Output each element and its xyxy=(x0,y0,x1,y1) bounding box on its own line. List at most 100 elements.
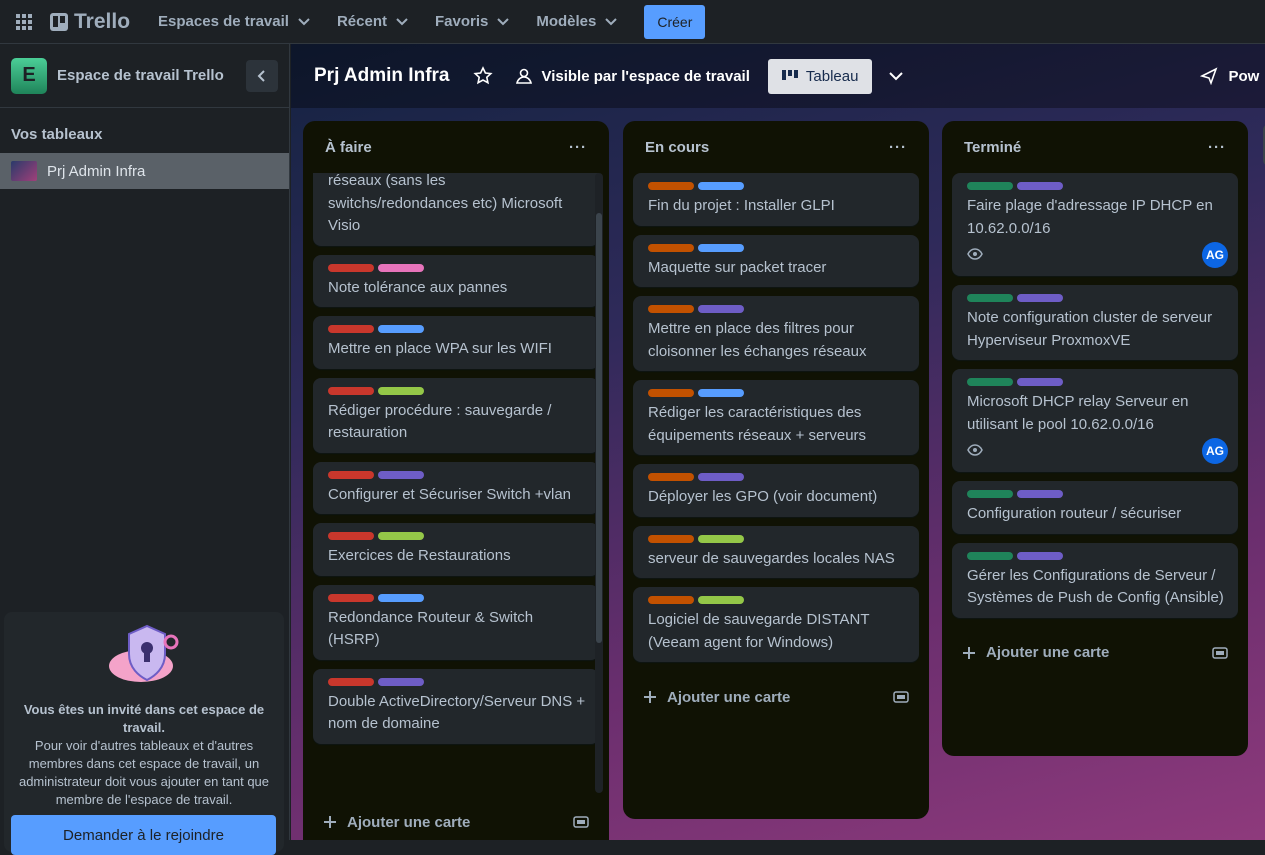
nav-item[interactable]: Modèles xyxy=(536,13,618,30)
label[interactable] xyxy=(698,534,744,543)
label[interactable] xyxy=(328,263,374,272)
view-dropdown[interactable] xyxy=(888,71,904,81)
card[interactable]: Logiciel de sauvegarde DISTANT (Veeam ag… xyxy=(633,587,919,662)
card[interactable]: Gérer les Configurations de Serveur / Sy… xyxy=(952,542,1238,618)
nav-label: Favoris xyxy=(434,13,489,30)
label[interactable] xyxy=(648,596,694,604)
label[interactable] xyxy=(1017,378,1063,386)
label[interactable] xyxy=(648,389,694,397)
join-button[interactable]: Demander à le rejoindre xyxy=(11,815,276,855)
nav-item[interactable]: Récent xyxy=(337,13,409,30)
label[interactable] xyxy=(378,593,424,602)
nav-item[interactable]: Espaces de travail xyxy=(158,13,311,30)
card-title: Redondance Routeur & Switch (HSRP) xyxy=(328,608,534,649)
label[interactable] xyxy=(967,378,1013,386)
label[interactable] xyxy=(648,182,694,190)
list-menu[interactable]: ··· xyxy=(1208,138,1226,156)
card[interactable]: Fin du projet : Installer GLPI xyxy=(633,173,919,226)
label[interactable] xyxy=(698,596,744,604)
card[interactable]: Mettre en place des filtres pour cloison… xyxy=(633,296,919,371)
label[interactable] xyxy=(378,470,424,479)
label[interactable] xyxy=(378,386,424,395)
card[interactable]: Exercices de Restaurations xyxy=(313,523,599,576)
label[interactable] xyxy=(328,532,374,540)
member-avatar[interactable]: AG xyxy=(1202,242,1228,268)
label[interactable] xyxy=(967,294,1013,302)
powerups[interactable]: Pow xyxy=(1228,67,1260,85)
label[interactable] xyxy=(378,532,424,540)
label[interactable] xyxy=(1017,551,1063,560)
label[interactable] xyxy=(648,305,694,313)
member-avatar[interactable]: AG xyxy=(1202,438,1228,464)
label[interactable] xyxy=(698,182,744,190)
card[interactable]: réseaux (sans les switchs/redondances et… xyxy=(313,173,599,246)
list: En cours ··· Fin du projet : Installer GLP… xyxy=(623,121,929,819)
list-menu[interactable]: ··· xyxy=(889,138,907,156)
label[interactable] xyxy=(698,243,744,252)
label[interactable] xyxy=(328,677,374,686)
label[interactable] xyxy=(698,473,744,481)
add-card[interactable]: Ajouter une carte xyxy=(303,796,609,840)
visibility[interactable]: Visible par l'espace de travail xyxy=(541,67,750,85)
list-menu[interactable]: ··· xyxy=(569,138,587,156)
nav-label: Modèles xyxy=(536,13,597,30)
label[interactable] xyxy=(648,473,694,481)
card-title: Configurer et Sécuriser Switch +vlan xyxy=(328,485,572,503)
create-button[interactable]: Créer xyxy=(644,4,706,39)
label[interactable] xyxy=(698,389,744,397)
board-title[interactable]: Prj Admin Infra xyxy=(314,65,450,86)
card[interactable]: Note tolérance aux pannes xyxy=(313,254,599,307)
card-title: Mettre en place des filtres pour cloison… xyxy=(648,320,867,360)
invite-panel: Vous êtes un invité dans cet espace de t… xyxy=(4,612,284,855)
logo[interactable]: Trello xyxy=(50,10,130,34)
label[interactable] xyxy=(648,534,694,543)
card[interactable]: serveur de sauvegardes locales NAS xyxy=(633,525,919,578)
card-title: Faire plage d'adressage IP DHCP en 10.62… xyxy=(967,197,1213,237)
view-switcher[interactable]: Tableau xyxy=(767,58,873,94)
add-card[interactable]: Ajouter une carte xyxy=(942,627,1248,679)
logo-text: Trello xyxy=(74,9,131,33)
board-name: Prj Admin Infra xyxy=(47,162,146,180)
label[interactable] xyxy=(378,263,424,272)
card-labels xyxy=(328,386,587,395)
list-title[interactable]: À faire xyxy=(325,138,372,156)
label[interactable] xyxy=(698,305,744,313)
card[interactable]: Rédiger les caractéristiques des équipem… xyxy=(633,380,919,455)
card[interactable]: Configurer et Sécuriser Switch +vlan xyxy=(313,461,599,514)
label[interactable] xyxy=(967,551,1013,560)
label[interactable] xyxy=(328,470,374,479)
label[interactable] xyxy=(378,677,424,686)
card[interactable]: Note configuration cluster de serveur Hy… xyxy=(952,285,1238,360)
label[interactable] xyxy=(648,243,694,252)
card[interactable]: Redondance Routeur & Switch (HSRP) xyxy=(313,584,599,660)
board-link[interactable]: Prj Admin Infra xyxy=(0,153,289,189)
label[interactable] xyxy=(1017,490,1063,498)
card[interactable]: Microsoft DHCP relay Serveur en utilisan… xyxy=(952,369,1238,472)
label[interactable] xyxy=(1017,294,1063,302)
card[interactable]: Maquette sur packet tracer xyxy=(633,234,919,287)
add-card-label: Ajouter une carte xyxy=(347,813,471,831)
card[interactable]: Rédiger procédure : sauvegarde / restaur… xyxy=(313,377,599,453)
card[interactable]: Double ActiveDirectory/Serveur DNS + nom… xyxy=(313,668,599,744)
card[interactable]: Faire plage d'adressage IP DHCP en 10.62… xyxy=(952,173,1238,276)
label[interactable] xyxy=(967,182,1013,190)
card[interactable]: Déployer les GPO (voir document) xyxy=(633,464,919,517)
label[interactable] xyxy=(1017,182,1063,190)
label[interactable] xyxy=(328,593,374,602)
list-title[interactable]: En cours xyxy=(645,138,710,156)
card[interactable]: Configuration routeur / sécuriser xyxy=(952,481,1238,534)
add-card[interactable]: Ajouter une carte xyxy=(623,671,929,723)
apps-icon[interactable] xyxy=(14,12,34,32)
list-title[interactable]: Terminé xyxy=(964,138,1022,156)
label[interactable] xyxy=(328,325,374,333)
star-icon[interactable] xyxy=(473,66,494,86)
card-title: Microsoft DHCP relay Serveur en utilisan… xyxy=(967,393,1189,433)
card[interactable]: Mettre en place WPA sur les WIFI xyxy=(313,316,599,369)
workspace: E Espace de travail Trello xyxy=(0,44,289,108)
collapse-button[interactable] xyxy=(246,59,278,92)
workspace-name[interactable]: Espace de travail Trello xyxy=(57,67,224,84)
nav-item[interactable]: Favoris xyxy=(435,13,510,30)
label[interactable] xyxy=(967,490,1013,498)
label[interactable] xyxy=(378,325,424,333)
label[interactable] xyxy=(328,386,374,395)
